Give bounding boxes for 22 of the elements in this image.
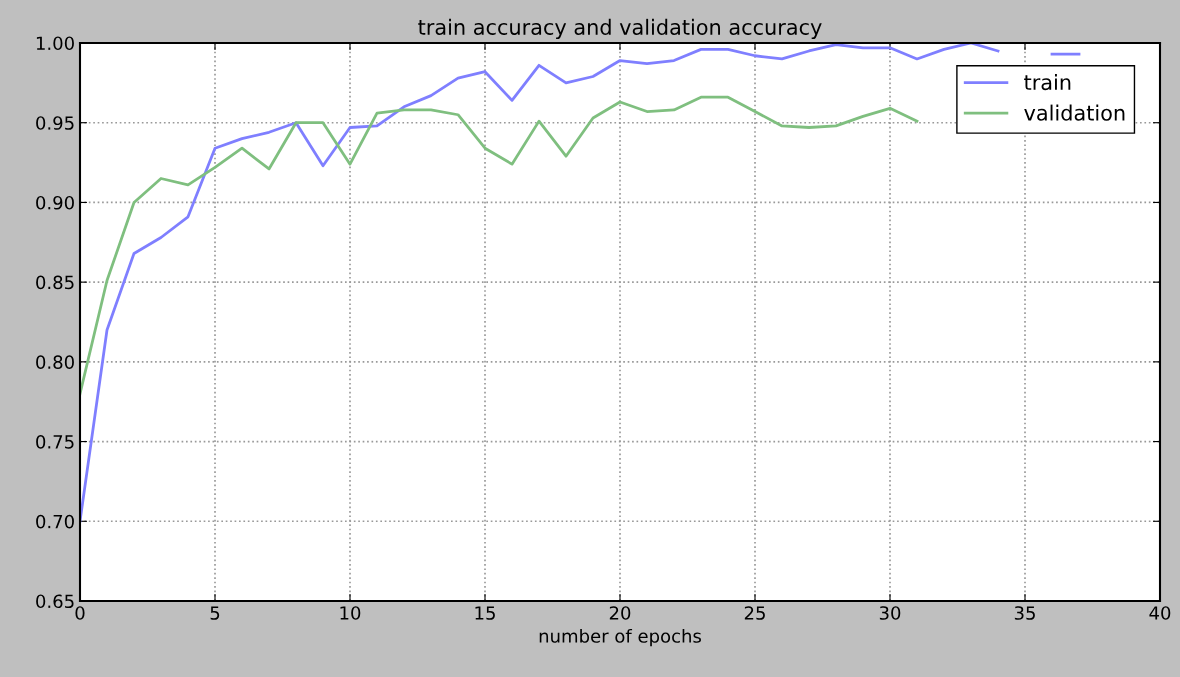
y-tick-label: 0.90: [36, 195, 74, 210]
x-tick-label: 5: [210, 606, 220, 620]
x-tick-label: 0: [75, 606, 85, 620]
legend-label: validation: [1024, 104, 1125, 121]
y-tick-label: 0.85: [36, 275, 74, 290]
y-tick-label: 0.80: [36, 355, 74, 369]
x-tick-label: 10: [340, 606, 361, 620]
x-tick-label: 20: [609, 606, 631, 620]
y-tick-label: 0.70: [36, 514, 74, 529]
x-tick-label: 35: [1014, 606, 1035, 620]
y-tick-label: 0.75: [36, 435, 74, 449]
y-tick-label: 0.65: [36, 594, 74, 609]
y-tick-label: 0.95: [36, 116, 74, 130]
line-series: [80, 95, 919, 396]
x-axis-title: number of epochs: [539, 628, 701, 647]
x-tick-label: 40: [1149, 606, 1171, 620]
x-tick-label: 30: [879, 606, 901, 620]
x-tick-label: 25: [744, 606, 765, 620]
y-tick-label: 1.00: [36, 36, 74, 51]
chart-title: train accuracy and validation accuracy: [418, 18, 822, 39]
legend-label: train: [1024, 74, 1071, 91]
x-tick-label: 15: [475, 606, 495, 620]
